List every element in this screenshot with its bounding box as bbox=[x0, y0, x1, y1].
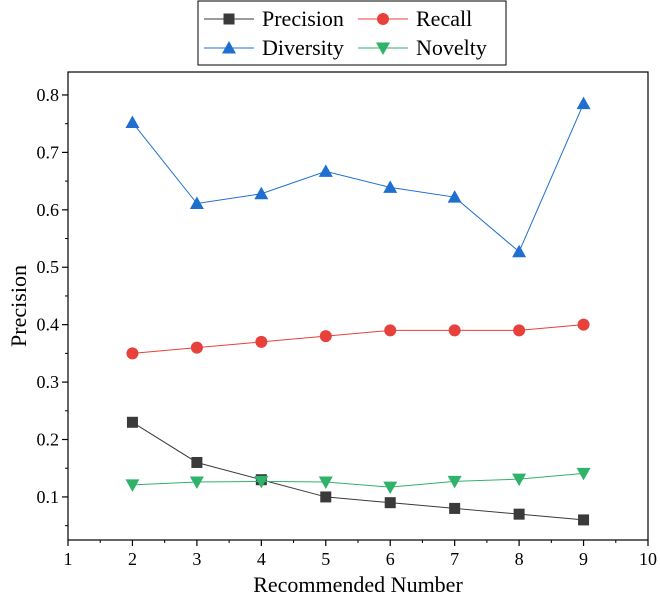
x-axis-label: Recommended Number bbox=[253, 572, 463, 597]
y-tick-label: 0.7 bbox=[37, 142, 60, 162]
legend-box bbox=[197, 0, 507, 66]
x-tick-label: 5 bbox=[321, 549, 330, 569]
data-point-precision bbox=[384, 497, 396, 509]
legend-label: Novelty bbox=[416, 35, 487, 60]
data-point-diversity bbox=[254, 186, 269, 200]
x-tick-label: 1 bbox=[64, 549, 73, 569]
series-diversity bbox=[125, 96, 591, 258]
data-point-diversity bbox=[189, 196, 204, 209]
x-tick-label: 6 bbox=[386, 549, 395, 569]
legend-label: Diversity bbox=[262, 35, 344, 60]
data-point-precision bbox=[126, 416, 138, 428]
data-point-diversity bbox=[125, 115, 140, 129]
plot-frame bbox=[67, 71, 649, 541]
y-tick-label: 0.4 bbox=[37, 315, 60, 335]
data-point-diversity bbox=[318, 164, 333, 177]
data-point-novelty bbox=[383, 481, 398, 495]
data-point-recall bbox=[448, 324, 461, 337]
data-point-precision bbox=[449, 502, 461, 514]
data-point-diversity bbox=[383, 180, 398, 193]
data-point-precision bbox=[578, 514, 590, 526]
data-point-diversity bbox=[447, 190, 462, 203]
legend-label: Precision bbox=[262, 6, 344, 31]
legend-marker-novelty bbox=[376, 42, 390, 55]
y-tick-label: 0.3 bbox=[37, 372, 60, 392]
y-tick-label: 0.1 bbox=[37, 487, 60, 507]
x-tick-label: 9 bbox=[579, 549, 588, 569]
data-point-recall bbox=[190, 341, 203, 354]
legend-marker-recall bbox=[377, 13, 389, 25]
series-novelty bbox=[125, 467, 591, 495]
series-line-precision bbox=[132, 421, 584, 521]
data-point-recall bbox=[126, 347, 139, 360]
series-recall bbox=[126, 318, 590, 360]
legend-entry-recall: Recall bbox=[358, 6, 472, 31]
data-point-novelty bbox=[576, 467, 591, 481]
data-point-novelty bbox=[254, 475, 269, 489]
legend-label: Recall bbox=[416, 6, 472, 31]
data-point-recall bbox=[255, 335, 268, 348]
x-tick-label: 2 bbox=[128, 549, 137, 569]
series-line-diversity bbox=[132, 103, 585, 253]
series-line-novelty bbox=[132, 472, 584, 488]
data-point-precision bbox=[191, 456, 203, 468]
data-point-recall bbox=[319, 330, 332, 343]
x-tick-label: 3 bbox=[192, 549, 201, 569]
x-tick-label: 8 bbox=[515, 549, 524, 569]
data-point-novelty bbox=[189, 476, 204, 490]
plot-area bbox=[125, 96, 591, 526]
series-precision bbox=[126, 416, 590, 526]
legend-entry-novelty: Novelty bbox=[358, 35, 487, 60]
x-tick-label: 10 bbox=[639, 549, 657, 569]
legend-marker-precision bbox=[223, 13, 235, 25]
data-point-recall bbox=[513, 324, 526, 337]
data-point-recall bbox=[384, 324, 397, 337]
legend-entry-diversity: Diversity bbox=[204, 35, 344, 60]
legend-entry-precision: Precision bbox=[204, 6, 344, 31]
x-tick-label: 7 bbox=[450, 549, 459, 569]
axes: 1 2 3 4 5 6 7 8 9 10 0.1 0.2 0.3 0.4 0.5 0.6 0.7 0.8 bbox=[37, 71, 657, 569]
y-tick-label: 0.8 bbox=[37, 85, 60, 105]
data-point-diversity bbox=[576, 96, 591, 110]
y-tick-label: 0.2 bbox=[37, 430, 60, 450]
data-point-precision bbox=[513, 508, 525, 520]
data-point-recall bbox=[577, 318, 590, 331]
data-point-novelty bbox=[125, 479, 140, 492]
data-point-precision bbox=[320, 491, 332, 503]
x-tick-label: 4 bbox=[257, 549, 266, 569]
series-line-recall bbox=[132, 324, 584, 354]
y-axis-label: Precision bbox=[6, 265, 31, 347]
data-point-novelty bbox=[512, 473, 527, 487]
data-point-diversity bbox=[512, 244, 527, 258]
data-point-novelty bbox=[447, 475, 462, 489]
legend-marker-diversity bbox=[222, 41, 236, 54]
y-tick-label: 0.5 bbox=[37, 257, 60, 277]
data-point-novelty bbox=[318, 476, 333, 490]
legend: Precision Recall Diversity Novelty bbox=[197, 0, 507, 66]
y-tick-label: 0.6 bbox=[37, 200, 60, 220]
